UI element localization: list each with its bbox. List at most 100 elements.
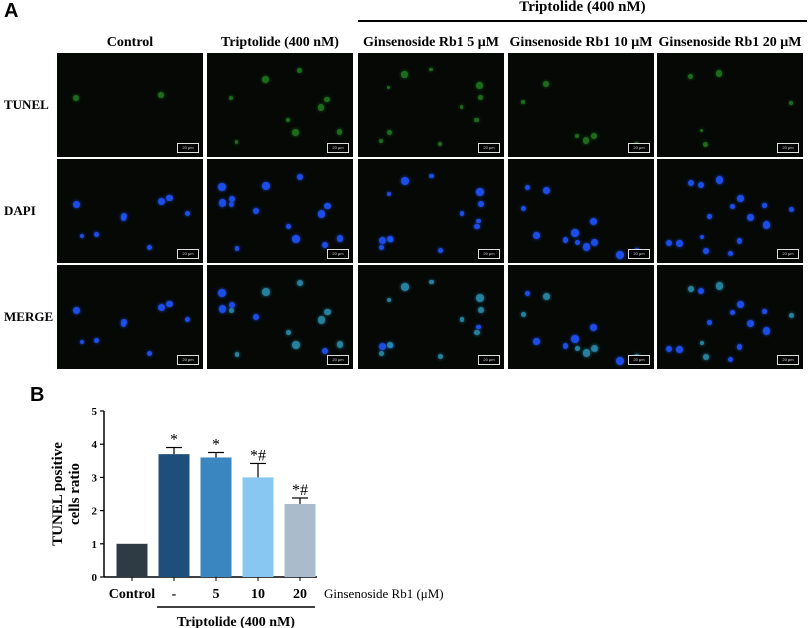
micrograph-tunel-2: 20 μm — [207, 53, 353, 157]
nucleus — [688, 179, 695, 186]
nucleus — [321, 241, 328, 249]
nucleus — [429, 279, 434, 285]
nucleus — [229, 202, 235, 208]
nucleus — [286, 118, 291, 122]
nucleus — [157, 197, 165, 206]
nucleus — [574, 345, 580, 351]
nucleus — [666, 345, 673, 352]
significance-marker: *# — [292, 482, 308, 499]
nucleus — [286, 330, 292, 335]
nucleus — [438, 248, 444, 254]
nucleus — [675, 240, 683, 248]
nucleus — [261, 75, 269, 83]
nucleus — [218, 199, 227, 207]
nucleus — [459, 211, 465, 217]
nucleus — [543, 81, 550, 88]
nucleus — [323, 202, 331, 210]
micrograph-merge-1: 20 μm — [57, 265, 203, 369]
nucleus — [788, 100, 794, 106]
group-bracket-line — [358, 20, 807, 22]
panel-a-letter: A — [4, 0, 19, 22]
nucleus — [716, 282, 724, 290]
micrograph-merge-2: 20 μm — [207, 265, 353, 369]
nucleus — [438, 354, 444, 360]
nucleus — [93, 231, 99, 237]
significance-marker: * — [170, 432, 178, 449]
nucleus — [763, 221, 771, 229]
micrograph-tunel-4: 20 μm — [508, 53, 654, 157]
nucleus — [286, 224, 292, 229]
nucleus — [336, 341, 344, 348]
nucleus — [296, 68, 302, 74]
nucleus — [788, 206, 795, 213]
x-caption-ginsenoside: Ginsenoside Rb1 (μM) — [324, 586, 444, 601]
nucleus — [562, 237, 569, 244]
column-header-2: Triptolide (400 nM) — [221, 35, 339, 50]
nucleus — [736, 344, 743, 350]
scale-bar: 20 μm — [478, 143, 500, 153]
nucleus — [79, 339, 84, 344]
nucleus — [475, 187, 484, 196]
nucleus — [386, 297, 392, 303]
nucleus — [543, 187, 551, 195]
x-tick-label-5: 20 — [293, 587, 307, 602]
nucleus — [716, 176, 724, 184]
nucleus — [729, 203, 735, 210]
nucleus — [590, 344, 598, 352]
micrograph-dapi-5: 20 μm — [657, 159, 803, 263]
nucleus — [582, 243, 590, 251]
nucleus — [589, 323, 597, 332]
nucleus — [401, 71, 408, 78]
nucleus — [666, 239, 673, 246]
nucleus — [571, 229, 579, 237]
nucleus — [291, 129, 299, 137]
micrograph-merge-5: 20 μm — [657, 265, 803, 369]
nucleus — [120, 318, 127, 325]
nucleus — [590, 238, 598, 246]
nucleus — [72, 200, 81, 209]
nucleus — [379, 138, 384, 143]
micrograph-dapi-2: 20 μm — [207, 159, 353, 263]
nucleus — [702, 247, 710, 255]
nucleus — [736, 238, 743, 244]
nucleus — [459, 105, 464, 110]
nucleus — [378, 342, 387, 351]
nucleus — [762, 309, 767, 314]
nucleus — [707, 320, 712, 326]
nucleus — [296, 280, 303, 287]
scale-bar: 20 μm — [628, 249, 650, 259]
nucleus — [699, 340, 705, 346]
micrograph-merge-4: 20 μm — [508, 265, 654, 369]
bar-chart: 0 1 2 3 4 5 TUNEL positive cells ratio Control * -… — [50, 406, 444, 628]
nucleus — [763, 327, 771, 335]
nucleus — [386, 85, 391, 90]
nucleus — [166, 194, 173, 202]
y-tick-label: 3 — [92, 472, 98, 484]
nucleus — [321, 347, 328, 355]
nucleus — [788, 312, 795, 319]
scale-bar: 20 μm — [177, 143, 199, 153]
nucleus — [702, 141, 709, 148]
nucleus — [615, 356, 624, 365]
nucleus — [478, 306, 485, 313]
x-tick-label-2: - — [172, 587, 177, 602]
group-label-triptolide: Triptolide (400 nM) — [519, 0, 646, 15]
nucleus — [475, 293, 484, 302]
column-header-1: Control — [106, 35, 154, 50]
scale-bar: 20 μm — [777, 143, 799, 153]
column-header-5: Ginsenoside Rb1 20 μM — [658, 35, 802, 50]
nucleus — [520, 205, 526, 211]
nucleus — [589, 217, 597, 226]
nucleus — [229, 96, 234, 101]
nucleus — [79, 233, 84, 238]
nucleus — [166, 300, 173, 308]
micrograph-merge-3: 20 μm — [358, 265, 504, 369]
nucleus — [615, 250, 624, 259]
nucleus — [707, 214, 712, 220]
nucleus — [571, 335, 579, 343]
nucleus — [524, 185, 530, 191]
scale-bar: 20 μm — [327, 249, 349, 259]
nucleus — [698, 288, 705, 295]
nucleus — [562, 343, 569, 350]
nucleus — [675, 346, 683, 354]
